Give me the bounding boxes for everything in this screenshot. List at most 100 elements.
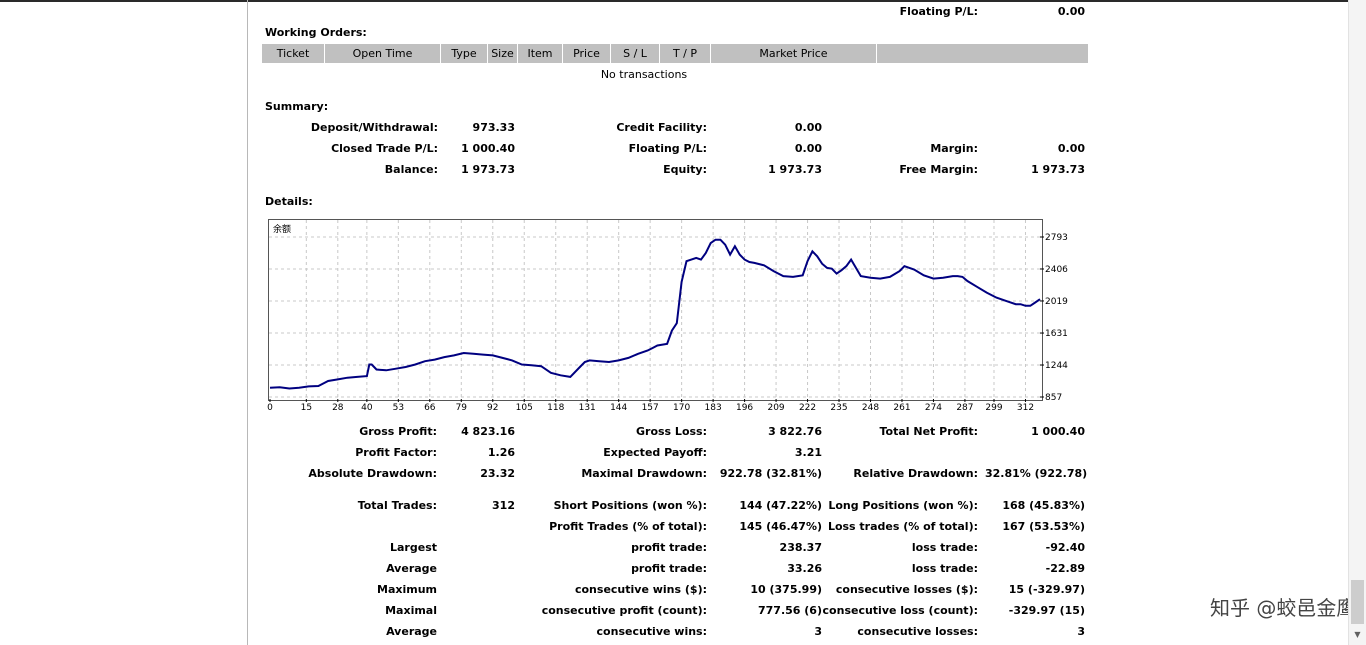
x-tick-label: 170 (673, 403, 690, 413)
x-tick-label: 312 (1017, 403, 1034, 413)
col-open-time[interactable]: Open Time (325, 44, 441, 63)
stat-c2l-row-6: profit trade: (631, 562, 707, 575)
x-tick-label: 79 (456, 403, 468, 413)
stat-c1l-row-2: Absolute Drawdown: (308, 467, 437, 480)
stat-c3l-row-2: Relative Drawdown: (853, 467, 978, 480)
stat-c3v-row-3: 168 (45.83%) (1002, 499, 1085, 512)
credit-value: 0.00 (794, 121, 822, 134)
stat-c1l-row-7: Maximum (377, 583, 437, 596)
no-transactions-text: No transactions (600, 68, 688, 81)
stat-c2v-row-7: 10 (375.99) (750, 583, 822, 596)
details-title: Details: (265, 195, 313, 208)
x-tick-label: 0 (267, 403, 273, 413)
col-size[interactable]: Size (488, 44, 518, 63)
floating-pl-label: Floating P/L: (628, 142, 707, 155)
stat-c3v-row-0: 1 000.40 (1031, 425, 1085, 438)
x-tick-label: 28 (332, 403, 344, 413)
y-tick-label: 1244 (1045, 361, 1068, 371)
stat-c3v-row-8: -329.97 (15) (1008, 604, 1085, 617)
stat-c2v-row-4: 145 (46.47%) (739, 520, 822, 533)
stat-c3v-row-5: -92.40 (1045, 541, 1085, 554)
closed-pl-value: 1 000.40 (461, 142, 515, 155)
closed-pl-label: Closed Trade P/L: (331, 142, 438, 155)
stat-c2v-row-1: 3.21 (794, 446, 822, 459)
stat-c1l-row-8: Maximal (385, 604, 437, 617)
col-market-price[interactable]: Market Price (711, 44, 877, 63)
deposit-value: 973.33 (472, 121, 515, 134)
balance-chart-frame (268, 219, 1043, 401)
col-extra (877, 44, 1088, 63)
stat-c1v-row-2: 23.32 (480, 467, 515, 480)
stat-c1l-row-6: Average (386, 562, 437, 575)
free-margin-label: Free Margin: (899, 163, 978, 176)
stat-c2v-row-0: 3 822.76 (768, 425, 822, 438)
margin-label: Margin: (930, 142, 978, 155)
margin-value: 0.00 (1057, 142, 1085, 155)
stat-c2v-row-2: 922.78 (32.81%) (719, 467, 822, 480)
stat-c2v-row-5: 238.37 (779, 541, 822, 554)
col-sl[interactable]: S / L (611, 44, 660, 63)
stat-c2v-row-3: 144 (47.22%) (739, 499, 822, 512)
stat-c3l-row-6: loss trade: (911, 562, 978, 575)
x-tick-label: 209 (767, 403, 784, 413)
x-tick-label: 299 (985, 403, 1002, 413)
y-tick-label: 1631 (1045, 329, 1068, 339)
stat-c2v-row-8: 777.56 (6) (758, 604, 822, 617)
top-floating-label: Floating P/L: (899, 5, 978, 18)
x-tick-label: 92 (487, 403, 498, 413)
watermark: 知乎 @蛟邑金鹰 (1210, 596, 1357, 620)
stat-c2l-row-3: Short Positions (won %): (553, 499, 707, 512)
y-tick-label: 2406 (1045, 265, 1068, 275)
scrollbar-thumb[interactable] (1351, 580, 1364, 624)
x-tick-label: 274 (925, 403, 942, 413)
stat-c3v-row-2: 32.81% (922.78) (985, 467, 1088, 480)
stat-c1v-row-0: 4 823.16 (461, 425, 515, 438)
balance-value: 1 973.73 (461, 163, 515, 176)
stat-c2l-row-7: consecutive wins ($): (574, 583, 707, 596)
stat-c2l-row-9: consecutive wins: (596, 625, 707, 638)
x-tick-label: 144 (610, 403, 627, 413)
stat-c1l-row-0: Gross Profit: (359, 425, 437, 438)
y-tick-label: 2019 (1045, 297, 1068, 307)
stat-c3v-row-4: 167 (53.53%) (1002, 520, 1085, 533)
y-tick-label: 2793 (1045, 233, 1068, 243)
stat-c2l-row-5: profit trade: (631, 541, 707, 554)
x-tick-label: 222 (799, 403, 816, 413)
credit-label: Credit Facility: (616, 121, 707, 134)
stat-c1v-row-3: 312 (492, 499, 515, 512)
x-tick-label: 53 (393, 403, 404, 413)
col-item[interactable]: Item (518, 44, 563, 63)
x-tick-label: 248 (862, 403, 879, 413)
y-tick-label: 857 (1045, 393, 1062, 403)
deposit-label: Deposit/Withdrawal: (310, 121, 438, 134)
x-tick-label: 105 (516, 403, 533, 413)
stat-c1v-row-1: 1.26 (487, 446, 515, 459)
stat-c1l-row-1: Profit Factor: (355, 446, 437, 459)
x-tick-label: 235 (830, 403, 847, 413)
floating-pl-value: 0.00 (794, 142, 822, 155)
stat-c2v-row-6: 33.26 (787, 562, 822, 575)
x-tick-label: 183 (705, 403, 722, 413)
col-ticket[interactable]: Ticket (262, 44, 325, 63)
stat-c3l-row-0: Total Net Profit: (879, 425, 979, 438)
scroll-down-arrow-icon[interactable]: ▼ (1354, 630, 1361, 639)
stat-c3l-row-9: consecutive losses: (857, 625, 978, 638)
col-type[interactable]: Type (441, 44, 488, 63)
balance-label: Balance: (384, 163, 438, 176)
equity-label: Equity: (663, 163, 707, 176)
stat-c3v-row-7: 15 (-329.97) (1008, 583, 1085, 596)
top-border (0, 0, 1366, 2)
stat-c3v-row-6: -22.89 (1045, 562, 1085, 575)
working-orders-title: Working Orders: (265, 26, 367, 39)
x-tick-label: 157 (642, 403, 659, 413)
top-floating-value: 0.00 (1057, 5, 1085, 18)
x-tick-label: 118 (547, 403, 564, 413)
col-tp[interactable]: T / P (660, 44, 711, 63)
stat-c2l-row-8: consecutive profit (count): (541, 604, 707, 617)
stat-c1l-row-5: Largest (390, 541, 437, 554)
stat-c3l-row-3: Long Positions (won %): (828, 499, 978, 512)
vertical-scrollbar[interactable]: ▼ (1348, 0, 1366, 645)
col-price[interactable]: Price (563, 44, 611, 63)
equity-value: 1 973.73 (768, 163, 822, 176)
orders-table-header (262, 44, 1088, 63)
